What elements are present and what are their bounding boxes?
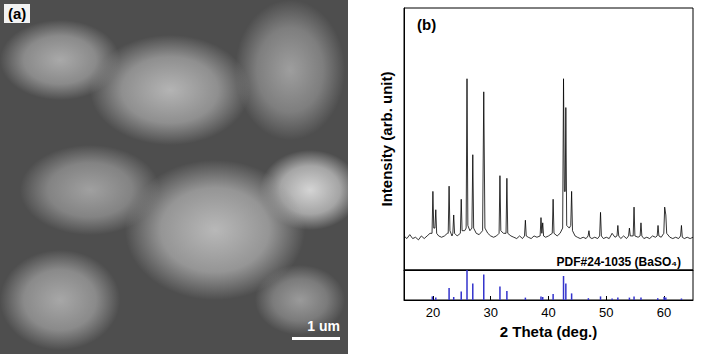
svg-text:50: 50 [599,305,613,320]
svg-text:Intensity (arb. unit): Intensity (arb. unit) [378,71,395,206]
svg-text:40: 40 [541,305,555,320]
svg-text:PDF#24-1035 (BaSO₄): PDF#24-1035 (BaSO₄) [557,255,681,269]
svg-text:(b): (b) [417,16,436,33]
svg-text:20: 20 [426,305,440,320]
svg-text:30: 30 [483,305,497,320]
svg-text:2 Theta (deg.): 2 Theta (deg.) [500,323,598,340]
svg-text:60: 60 [657,305,671,320]
html-text:(a): (a) [8,5,27,22]
html-text:1 um: 1 um [307,318,340,334]
